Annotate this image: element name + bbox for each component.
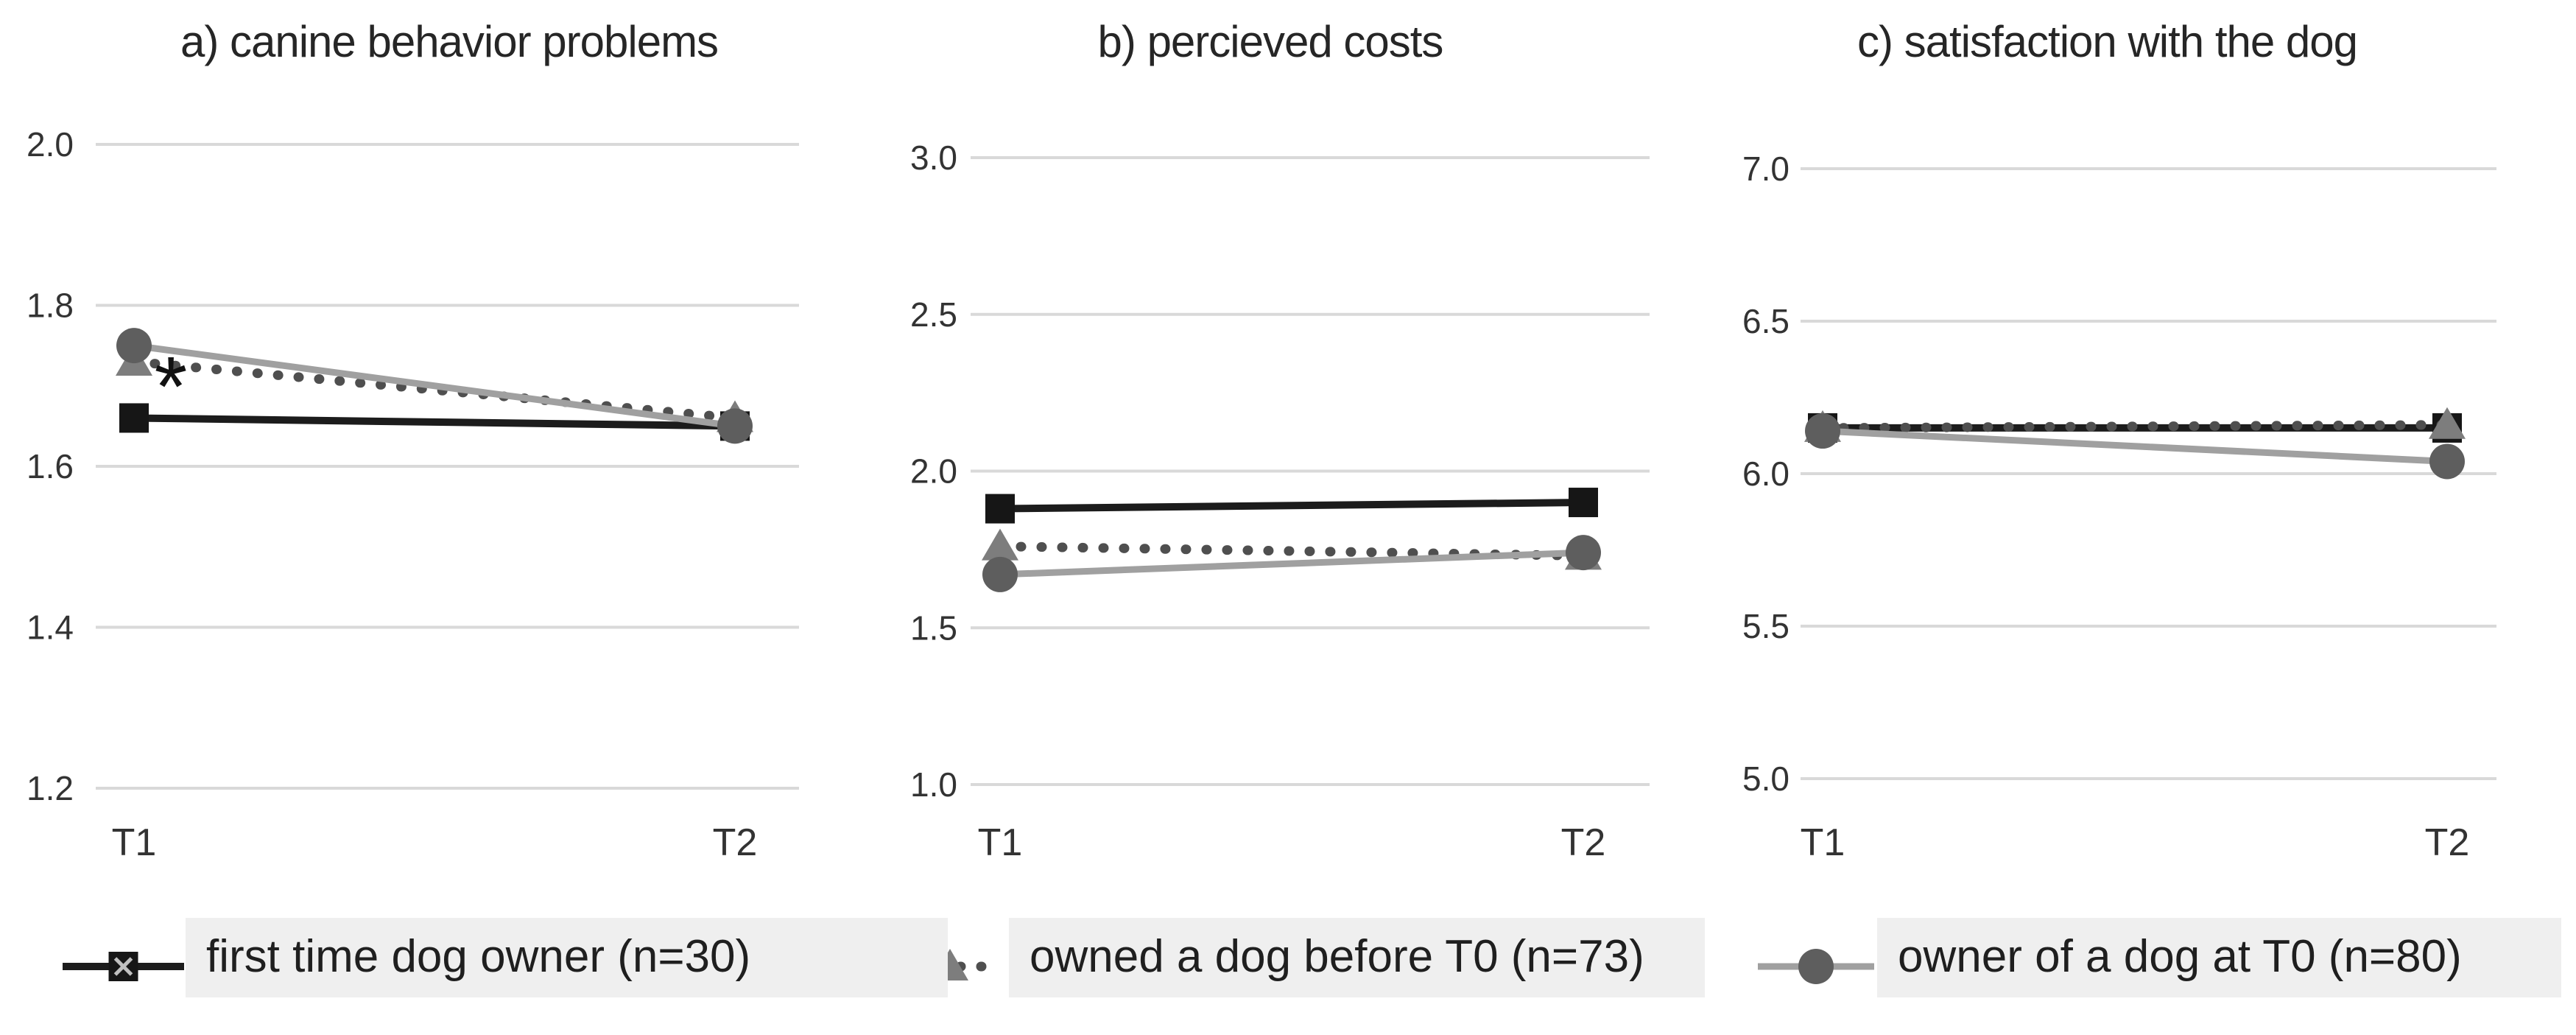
x-tick-label: T2 <box>1561 821 1606 864</box>
y-tick-label: 1.4 <box>27 608 74 647</box>
x-tick-label: T1 <box>978 821 1023 864</box>
legend-square-x-mark <box>113 957 133 976</box>
data-point-marker <box>119 403 149 433</box>
x-tick-label: T2 <box>2425 821 2470 864</box>
y-tick-label: 6.0 <box>1742 455 1790 493</box>
y-tick-label: 5.0 <box>1742 759 1790 798</box>
y-tick-label: 1.8 <box>27 287 74 325</box>
legend-label-owned-dog-before-t0: owned a dog before T0 (n=73) <box>1009 918 1705 997</box>
data-point-marker <box>717 408 753 444</box>
y-tick-label: 1.0 <box>910 765 957 804</box>
x-tick-label: T1 <box>1801 821 1845 864</box>
series-line <box>129 357 740 423</box>
y-tick-label: 2.0 <box>910 452 957 491</box>
y-tick-label: 7.0 <box>1742 150 1790 188</box>
y-tick-label: 3.0 <box>910 138 957 177</box>
series-line <box>1817 420 2452 433</box>
y-tick-label: 1.2 <box>27 769 74 807</box>
data-point-marker <box>1569 488 1598 518</box>
data-point-marker <box>116 328 152 364</box>
data-point-marker <box>1805 413 1840 449</box>
y-tick-label: 6.5 <box>1742 302 1790 340</box>
legend-label-owner-of-dog-at-t0: owner of a dog at T0 (n=80) <box>1877 918 2561 997</box>
series-line <box>133 342 736 429</box>
y-tick-label: 1.5 <box>910 608 957 647</box>
y-tick-label: 2.0 <box>27 125 74 164</box>
y-tick-label: 5.5 <box>1742 607 1790 645</box>
panel-a-title: a) canine behavior problems <box>180 17 719 66</box>
y-tick-label: 2.5 <box>910 295 957 334</box>
legend-sample-marker <box>1798 949 1834 984</box>
data-point-marker <box>985 494 1015 524</box>
series-line <box>999 549 1584 578</box>
panel-c-title: c) satisfaction with the dog <box>1857 17 2358 66</box>
x-tick-label: T2 <box>713 821 758 864</box>
series-line <box>999 499 1584 513</box>
significance-asterisk: * <box>155 340 188 435</box>
legend-label-first-time-dog-owner: first time dog owner (n=30) <box>186 918 948 997</box>
series-line <box>1822 427 2448 465</box>
y-tick-label: 1.6 <box>27 447 74 485</box>
data-point-marker <box>2429 443 2465 480</box>
series-line <box>995 541 1588 561</box>
x-tick-label: T1 <box>112 821 157 864</box>
data-point-marker <box>982 528 1018 561</box>
data-point-marker <box>1566 535 1601 571</box>
series-line <box>133 414 736 430</box>
data-point-marker <box>982 556 1018 592</box>
data-point-marker <box>2429 407 2466 439</box>
panel-b-title: b) percieved costs <box>1097 17 1444 66</box>
